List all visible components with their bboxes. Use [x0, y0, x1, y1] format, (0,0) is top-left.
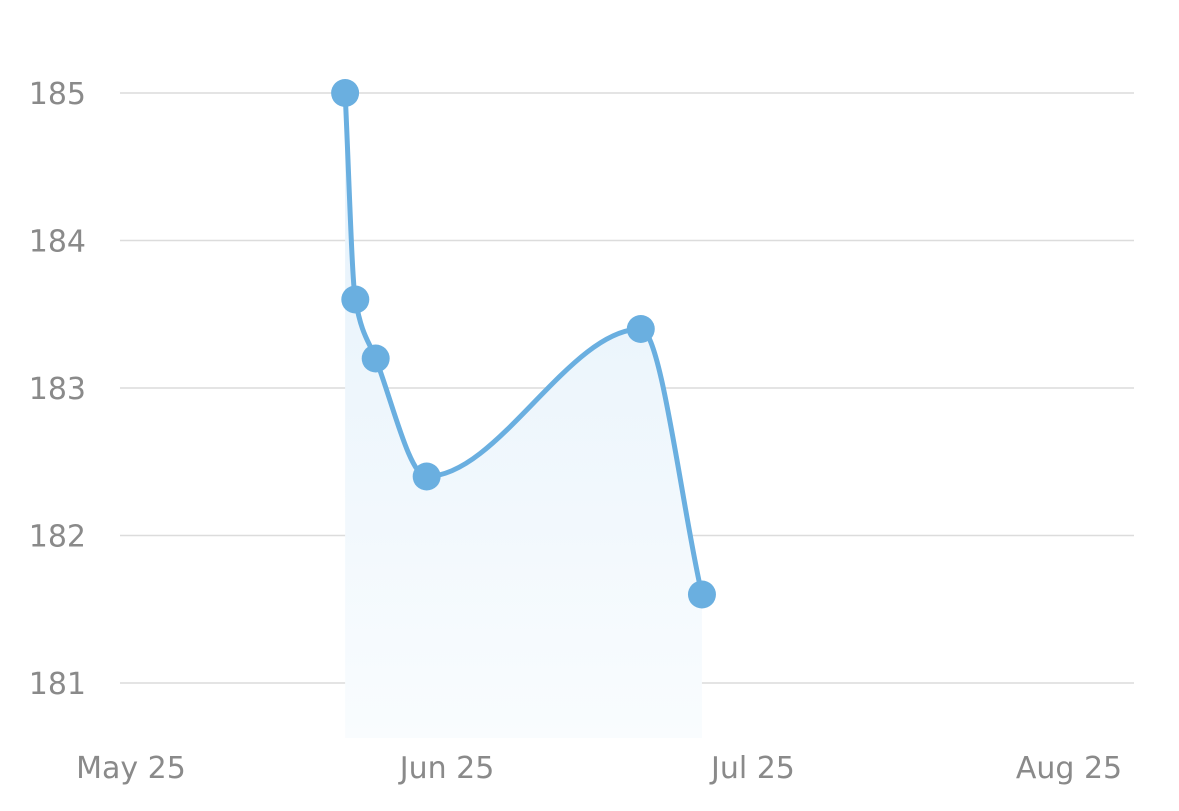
x-tick-label: Jul 25: [709, 751, 795, 786]
data-point: [412, 462, 441, 491]
x-axis-tick-labels: May 25 Jun 25 Jul 25 Aug 25: [76, 751, 1122, 786]
data-point: [341, 285, 370, 314]
data-point: [331, 79, 360, 107]
y-tick-label: 184: [29, 225, 86, 260]
y-tick-label: 183: [29, 372, 86, 407]
y-tick-label: 185: [29, 77, 86, 112]
series-points: [331, 79, 716, 609]
y-axis-tick-labels: 181 182 183 184 185: [29, 77, 86, 702]
data-point: [361, 344, 390, 373]
y-tick-label: 182: [29, 520, 86, 555]
x-tick-label: Jun 25: [398, 751, 495, 786]
x-tick-label: Aug 25: [1016, 751, 1122, 786]
x-tick-label: May 25: [76, 751, 186, 786]
data-point: [626, 315, 655, 343]
data-point: [687, 580, 716, 609]
y-tick-label: 181: [29, 667, 86, 702]
